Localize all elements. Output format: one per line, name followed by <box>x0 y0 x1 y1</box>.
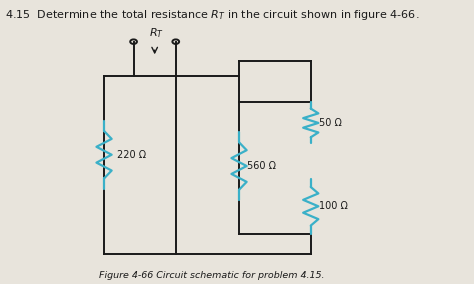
Text: 220 Ω: 220 Ω <box>117 150 146 160</box>
Text: 560 Ω: 560 Ω <box>247 161 276 171</box>
Text: $R_T$: $R_T$ <box>149 26 164 40</box>
Text: 50 Ω: 50 Ω <box>319 118 342 128</box>
Text: 4.15  Determine the total resistance $R_T$ in the circuit shown in figure 4-66.: 4.15 Determine the total resistance $R_T… <box>5 8 419 22</box>
Text: 100 Ω: 100 Ω <box>319 201 348 211</box>
Text: Figure 4-66 Circuit schematic for problem 4.15.: Figure 4-66 Circuit schematic for proble… <box>99 271 324 280</box>
